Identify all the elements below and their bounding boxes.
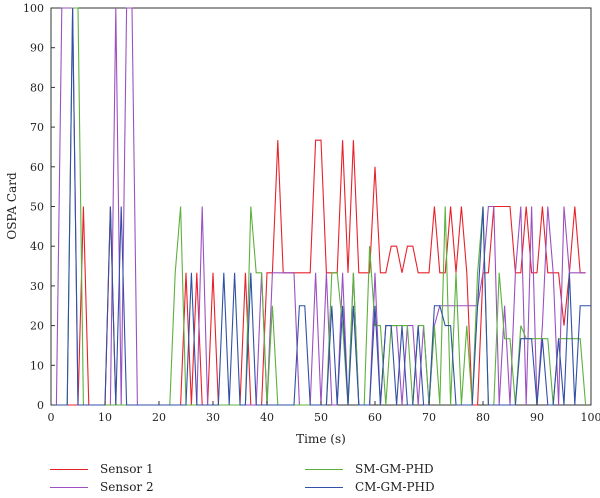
legend-item-sensor-2: Sensor 2 [50, 478, 154, 496]
y-tick-label: 60 [30, 161, 44, 174]
series-layer [51, 7, 591, 406]
x-tick-label: 40 [260, 411, 274, 424]
x-tick-label: 90 [530, 411, 544, 424]
legend-item-cm-gm-phd: CM-GM-PHD [305, 478, 435, 496]
y-tick-label: 40 [30, 240, 44, 253]
legend: Sensor 1 Sensor 2 SM-GM-PHD CM-GM-PHD [0, 456, 600, 498]
legend-swatch [305, 486, 343, 488]
legend-item-sensor-1: Sensor 1 [50, 460, 154, 478]
x-tick-label: 30 [206, 411, 220, 424]
legend-item-sm-gm-phd: SM-GM-PHD [305, 460, 434, 478]
x-tick-label: 100 [581, 411, 600, 424]
y-axis: 0 10 20 30 40 50 60 70 80 90 100 [23, 2, 55, 412]
x-tick-label: 10 [98, 411, 112, 424]
y-tick-label: 90 [30, 42, 44, 55]
x-axis: 0 10 20 30 40 50 60 70 80 90 100 [48, 401, 600, 424]
y-tick-label: 50 [30, 201, 44, 214]
legend-swatch [305, 468, 343, 470]
legend-swatch [50, 468, 88, 470]
series-line-sensor-1 [51, 139, 586, 406]
legend-swatch [50, 486, 88, 488]
x-axis-label: Time (s) [296, 432, 346, 446]
legend-label: CM-GM-PHD [355, 480, 435, 494]
x-tick-label: 70 [422, 411, 436, 424]
y-tick-label: 80 [30, 81, 44, 94]
chart: 0 10 20 30 40 50 60 70 80 90 100 0 10 20 30 40 50 60 70 80… [5, 2, 600, 446]
y-tick-label: 100 [23, 2, 44, 15]
x-tick-label: 50 [314, 411, 328, 424]
legend-label: Sensor 2 [100, 480, 154, 494]
y-tick-label: 70 [30, 121, 44, 134]
y-tick-label: 30 [30, 280, 44, 293]
y-axis-label: OSPA Card [5, 172, 19, 240]
y-tick-label: 0 [37, 399, 44, 412]
x-tick-label: 80 [476, 411, 490, 424]
legend-label: Sensor 1 [100, 462, 154, 476]
y-tick-label: 10 [30, 359, 44, 372]
x-tick-label: 60 [368, 411, 382, 424]
x-tick-label: 20 [152, 411, 166, 424]
y-tick-label: 20 [30, 320, 44, 333]
x-tick-label: 0 [48, 411, 55, 424]
legend-label: SM-GM-PHD [355, 462, 434, 476]
